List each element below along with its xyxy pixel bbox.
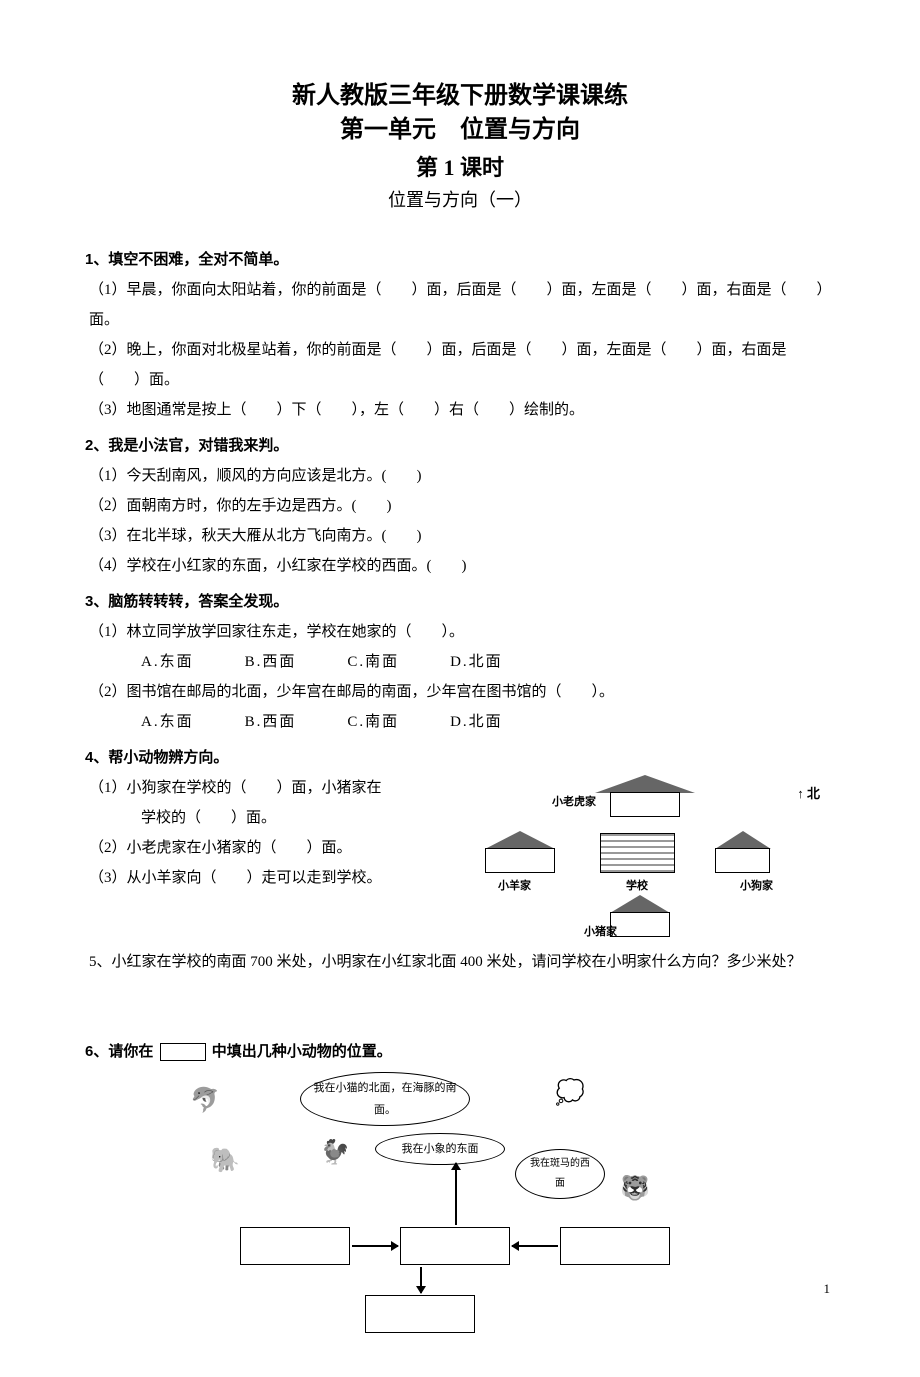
s4-q3: （3）从小羊家向（ ）走可以走到学校。 — [85, 863, 480, 893]
s6-prefix: 6、请你在 — [85, 1043, 153, 1060]
tiger-label: 小老虎家 — [552, 791, 596, 813]
s2-q2: （2）面朝南方时，你的左手边是西方。( ) — [85, 491, 835, 521]
lesson-number: 第 1 课时 — [85, 151, 835, 184]
s5-text: 5、小红家在学校的南面 700 米处，小明家在小红家北面 400 米处，请问学校… — [85, 947, 835, 977]
s2-q1: （1）今天刮南风，顺风的方向应该是北方。( ) — [85, 461, 835, 491]
tiger-house — [610, 775, 680, 817]
bubble1: 我在小猫的北面，在海豚的南面。 — [300, 1072, 470, 1126]
s4-q1a: （1）小狗家在学校的（ ）面，小猪家在 — [85, 773, 480, 803]
bubble2: 我在小象的东面 — [375, 1133, 505, 1165]
content: 1、填空不困难，全对不简单。 （1）早晨，你面向太阳站着，你的前面是（ ）面，后… — [85, 245, 835, 1337]
s4-q1b: 学校的（ ）面。 — [85, 803, 480, 833]
dog-label: 小狗家 — [740, 875, 773, 897]
q4-diagram: ↑ 北 小老虎家 小羊家 学校 小狗家 — [480, 773, 835, 943]
north-arrow: ↑ 北 — [797, 781, 820, 807]
rooster-icon: 🐓 — [320, 1129, 350, 1177]
s3-q1-choices: A.东面 B.西面 C.南面 D.北面 — [85, 647, 835, 677]
section6-header: 6、请你在 中填出几种小动物的位置。 — [85, 1037, 835, 1067]
s3-q2-choices: A.东面 B.西面 C.南面 D.北面 — [85, 707, 835, 737]
section4-header: 4、帮小动物辨方向。 — [85, 743, 835, 773]
answer-box-1[interactable] — [240, 1227, 350, 1265]
school-label: 学校 — [626, 875, 648, 897]
s3-q2: （2）图书馆在邮局的北面，少年宫在邮局的南面，少年宫在图书馆的（ ）。 — [85, 677, 835, 707]
s2-q3: （3）在北半球，秋天大雁从北方飞向南方。( ) — [85, 521, 835, 551]
bubble3: 我在斑马的西面 — [515, 1149, 605, 1199]
arrow-v1 — [455, 1163, 457, 1225]
dog-house — [715, 831, 770, 873]
main-title: 新人教版三年级下册数学课课练 — [85, 80, 835, 114]
north-arrow-icon: ↑ — [797, 786, 804, 801]
arrow-h2 — [512, 1245, 558, 1247]
pig-label: 小猪家 — [584, 921, 617, 943]
s6-suffix: 中填出几种小动物的位置。 — [212, 1043, 392, 1060]
section2-header: 2、我是小法官，对错我来判。 — [85, 431, 835, 461]
north-label: 北 — [807, 786, 820, 801]
answer-box-3[interactable] — [560, 1227, 670, 1265]
unit-title: 第一单元 位置与方向 — [85, 114, 835, 148]
section3-header: 3、脑筋转转转，答案全发现。 — [85, 587, 835, 617]
answer-box-2[interactable] — [400, 1227, 510, 1265]
s2-q4: （4）学校在小红家的东面，小红家在学校的西面。( ) — [85, 551, 835, 581]
s1-q3: （3）地图通常是按上（ ）下（ ），左（ ）右（ ）绘制的。 — [85, 395, 835, 425]
answer-box-4[interactable] — [365, 1295, 475, 1333]
lesson-name: 位置与方向（一） — [85, 186, 835, 215]
arrow-h1 — [352, 1245, 398, 1247]
q6-diagram: 我在小猫的北面，在海豚的南面。 我在小象的东面 我在斑马的西面 🐬 💭 🐘 🐓 … — [180, 1077, 740, 1337]
s1-q1: （1）早晨，你面向太阳站着，你的前面是（ ）面，后面是（ ）面，左面是（ ）面，… — [85, 275, 835, 335]
sheep-house — [485, 831, 555, 873]
tiger-icon: 🐯 — [620, 1165, 650, 1213]
arrow-v2 — [420, 1267, 422, 1293]
page-number: 1 — [824, 1281, 831, 1297]
s3-q1: （1）林立同学放学回家往东走，学校在她家的（ ）。 — [85, 617, 835, 647]
dolphin-icon: 🐬 — [190, 1077, 220, 1125]
title-section: 新人教版三年级下册数学课课练 第一单元 位置与方向 第 1 课时 位置与方向（一… — [85, 80, 835, 215]
sheep-label: 小羊家 — [498, 875, 531, 897]
school-building — [600, 833, 675, 873]
answer-box-icon — [160, 1043, 206, 1061]
q4-text: （1）小狗家在学校的（ ）面，小猪家在 学校的（ ）面。 （2）小老虎家在小猪家… — [85, 773, 480, 893]
s1-q2: （2）晚上，你面对北极星站着，你的前面是（ ）面，后面是（ ）面，左面是（ ）面… — [85, 335, 835, 395]
section1-header: 1、填空不困难，全对不简单。 — [85, 245, 835, 275]
question-icon: 💭 — [555, 1069, 585, 1117]
s4-q2: （2）小老虎家在小猪家的（ ）面。 — [85, 833, 480, 863]
q4-container: （1）小狗家在学校的（ ）面，小猪家在 学校的（ ）面。 （2）小老虎家在小猪家… — [85, 773, 835, 943]
pig-house — [610, 895, 670, 937]
elephant-icon: 🐘 — [210, 1137, 240, 1185]
